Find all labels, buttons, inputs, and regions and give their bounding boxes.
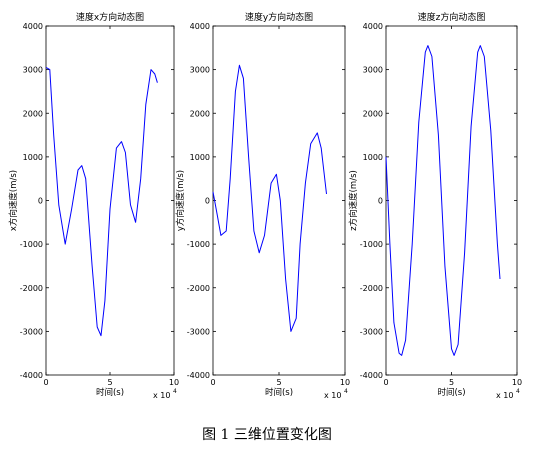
- y-tick-label: -3000: [20, 327, 43, 336]
- y-tick-label: 4000: [363, 22, 383, 31]
- y-tick-label: 0: [38, 197, 43, 206]
- series-line: [212, 64, 327, 332]
- x-tick-label: 10: [512, 378, 522, 387]
- x-tick-label: 10: [169, 378, 179, 387]
- x-tick-label: 0: [43, 378, 48, 387]
- y-tick-label: 1000: [363, 153, 383, 162]
- y-tick-label: -1000: [187, 240, 210, 249]
- series-line: [385, 45, 501, 356]
- x-axis-multiplier-exponent: 4: [344, 388, 348, 395]
- x-axis-label: 时间(s): [437, 387, 465, 398]
- y-tick-label: 4000: [190, 22, 210, 31]
- y-tick-label: 2000: [190, 109, 210, 118]
- plot-area: [385, 25, 518, 376]
- chart-title: 速度x方向动态图: [76, 11, 144, 23]
- y-tick-label: 2000: [23, 109, 43, 118]
- y-tick-label: 0: [205, 197, 210, 206]
- y-tick-label: -1000: [20, 240, 43, 249]
- y-tick-label: 1000: [23, 153, 43, 162]
- x-tick-label: 5: [276, 378, 281, 387]
- figure-caption: 图 1 三维位置变化图: [202, 427, 332, 443]
- y-axis-label: z方向速度(m/s): [348, 170, 359, 231]
- y-axis-label: x方向速度(m/s): [8, 170, 19, 231]
- x-tick-label: 10: [340, 378, 350, 387]
- x-tick-label: 0: [383, 378, 388, 387]
- x-tick-label: 0: [210, 378, 215, 387]
- y-tick-label: -2000: [20, 284, 43, 293]
- y-tick-label: 2000: [363, 109, 383, 118]
- x-axis-label: 时间(s): [265, 387, 293, 398]
- y-tick-label: 3000: [363, 66, 383, 75]
- x-axis-multiplier-exponent: 4: [516, 388, 520, 395]
- plot-area: [212, 25, 346, 376]
- chart-title: 速度y方向动态图: [245, 11, 313, 23]
- y-tick-label: 3000: [23, 66, 43, 75]
- x-axis-label: 时间(s): [96, 387, 124, 398]
- y-tick-label: 0: [378, 197, 383, 206]
- y-tick-label: -4000: [187, 371, 210, 380]
- y-axis-label: y方向速度(m/s): [175, 170, 186, 231]
- x-tick-label: 5: [107, 378, 112, 387]
- y-tick-label: -4000: [20, 371, 43, 380]
- plot-area: [45, 25, 175, 376]
- y-tick-label: 1000: [190, 153, 210, 162]
- chart-title: 速度z方向动态图: [418, 11, 486, 23]
- x-axis-multiplier: x 10: [496, 391, 513, 400]
- x-axis-multiplier: x 10: [153, 391, 170, 400]
- y-tick-label: -4000: [360, 371, 383, 380]
- y-tick-label: -3000: [187, 327, 210, 336]
- y-tick-label: 4000: [23, 22, 43, 31]
- y-tick-label: 3000: [190, 66, 210, 75]
- series-line: [45, 66, 158, 337]
- y-tick-label: -3000: [360, 327, 383, 336]
- y-tick-label: -2000: [187, 284, 210, 293]
- x-axis-multiplier-exponent: 4: [173, 388, 177, 395]
- x-axis-multiplier: x 10: [324, 391, 341, 400]
- y-tick-label: -2000: [360, 284, 383, 293]
- x-tick-label: 5: [449, 378, 454, 387]
- y-tick-label: -1000: [360, 240, 383, 249]
